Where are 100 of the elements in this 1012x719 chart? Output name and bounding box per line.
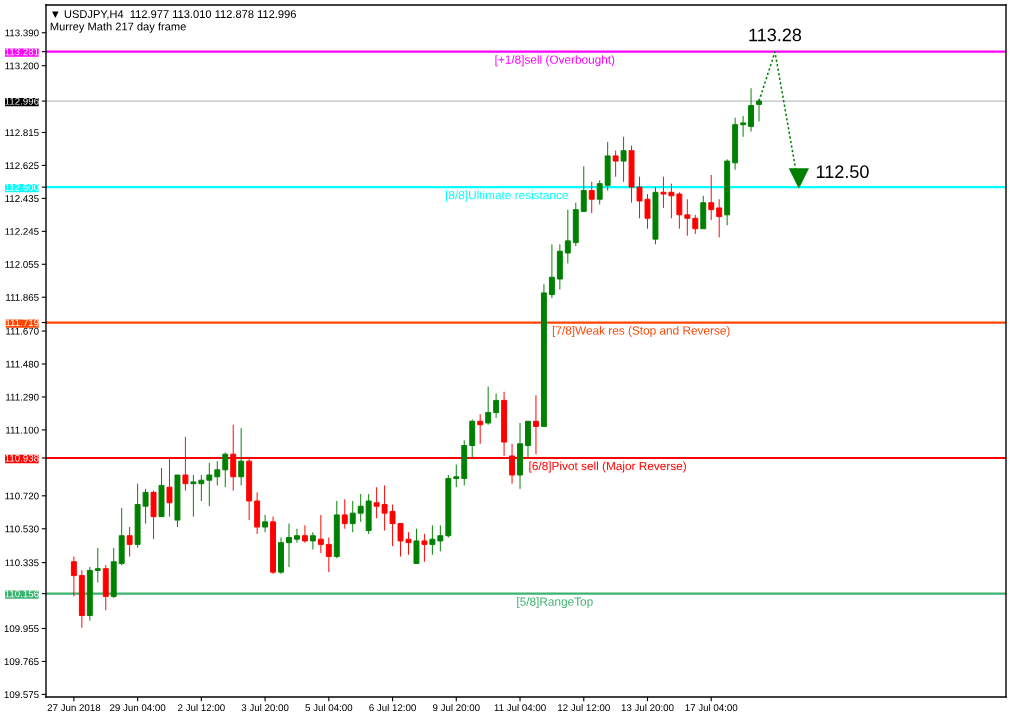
y-tick-label: 110.156	[5, 590, 39, 598]
y-tick-label: 112.996	[5, 97, 39, 105]
x-tick-label: 5 Jul 04:00	[305, 703, 353, 712]
candlestick	[548, 243, 555, 299]
x-tick-label: 12 Jul 12:00	[558, 703, 610, 712]
candlestick	[301, 524, 308, 544]
candlestick	[564, 209, 571, 264]
candlestick	[206, 462, 213, 507]
y-tick-label: 111.290	[6, 393, 39, 401]
candlestick	[78, 569, 85, 629]
candlestick	[286, 523, 292, 568]
y-tick-label: 110.938	[5, 454, 39, 462]
y-tick-label: 111.480	[6, 360, 39, 368]
y-tick-label: 111.865	[6, 293, 39, 301]
candlestick	[349, 500, 356, 533]
candlestick	[94, 547, 101, 584]
candlestick	[453, 464, 460, 488]
candlestick	[150, 490, 157, 540]
candlestick	[692, 214, 699, 235]
candlestick	[102, 564, 109, 611]
candlestick	[174, 474, 181, 528]
candlestick	[293, 528, 300, 544]
candlestick	[254, 491, 261, 535]
chart-title: ▼ USDJPY,H4 112.977 113.010 112.878 112.996	[52, 10, 296, 20]
text: Murrey Math 217 day frame	[50, 22, 186, 33]
candlestick	[572, 202, 579, 247]
ref-line-label: [6/8]Pivot sell (Major Reverse)	[529, 461, 686, 473]
candlestick	[556, 243, 563, 290]
candlestick	[580, 165, 587, 212]
candlestick	[724, 158, 731, 226]
y-tick-label: 109.765	[4, 658, 39, 666]
candlestick	[604, 141, 611, 192]
candlestick	[533, 394, 539, 455]
candlestick	[86, 566, 93, 622]
candlestick	[652, 186, 659, 245]
candlestick	[485, 386, 492, 426]
candlestick	[540, 283, 547, 427]
candlestick	[365, 493, 372, 535]
candlestick	[278, 536, 284, 575]
candlestick	[262, 514, 269, 533]
candlestick	[748, 87, 755, 133]
candlestick	[158, 467, 165, 518]
ref-line-label: [8/8]Ultimate resistance	[445, 190, 568, 202]
x-tick-label: 11 Jul 04:00	[494, 703, 546, 712]
candlestick	[740, 115, 747, 138]
y-tick-label: 112.500	[5, 183, 39, 191]
y-tick-label: 111.719	[6, 319, 39, 327]
y-tick-label: 112.625	[5, 162, 39, 170]
y-tick-label: 111.100	[6, 426, 39, 434]
candlestick	[517, 422, 523, 490]
candlestick	[341, 498, 348, 530]
candlestick	[421, 533, 428, 563]
candlestick	[732, 117, 739, 171]
ref-line-label: [5/8]RangeTop	[517, 597, 593, 609]
candlestick	[222, 451, 229, 488]
candlestick	[700, 195, 707, 230]
ref-line-label: [+1/8]sell (Overbought)	[495, 55, 615, 67]
x-tick-label: 6 Jul 12:00	[369, 703, 416, 712]
y-tick-label: 113.390	[5, 29, 39, 37]
candlestick	[596, 179, 603, 205]
y-tick-label: 109.955	[4, 625, 39, 633]
ref-line-label: [7/8]Weak res (Stop and Reverse)	[552, 326, 730, 338]
x-tick-label: 9 Jul 20:00	[432, 703, 480, 712]
candlestick	[477, 413, 484, 445]
y-tick-label: 112.815	[5, 129, 39, 137]
candlestick	[70, 556, 77, 597]
candlestick	[620, 136, 627, 183]
candlestick	[110, 547, 117, 599]
y-tick-label: 112.435	[5, 195, 39, 202]
y-tick-label: 110.530	[5, 525, 39, 533]
candlestick	[333, 500, 340, 559]
y-tick-label: 112.245	[5, 228, 39, 235]
candlestick	[493, 393, 500, 419]
y-tick-label: 109.575	[4, 691, 39, 699]
candlestick	[612, 150, 619, 178]
candlestick	[413, 528, 420, 564]
y-tick-label: 111.670	[6, 327, 39, 335]
candlestick	[708, 174, 715, 221]
x-tick-label: 3 Jul 20:00	[241, 703, 289, 712]
x-tick-label: 27 Jun 2018	[47, 704, 101, 712]
candlestick	[270, 516, 277, 575]
candlestick	[238, 427, 245, 486]
y-tick-label: 110.720	[5, 492, 39, 500]
x-tick-label: 13 Jul 20:00	[621, 703, 674, 712]
candlestick	[325, 536, 332, 573]
annotation: 113.28	[749, 28, 802, 42]
y-tick-label: 113.200	[5, 62, 39, 70]
candlestick	[126, 526, 133, 558]
x-tick-label: 29 Jun 04:00	[110, 704, 166, 712]
x-tick-label: 17 Jul 04:00	[685, 703, 738, 712]
y-tick-label: 113.281	[5, 48, 39, 56]
candlestick	[525, 420, 531, 459]
candlestick	[309, 531, 316, 551]
candlestick	[214, 460, 221, 486]
candlestick	[317, 514, 324, 554]
candlestick	[357, 493, 364, 523]
candlestick	[716, 198, 723, 238]
x-tick-label: 2 Jul 12:00	[178, 703, 225, 712]
annotation: 112.50	[816, 165, 869, 179]
candlestick	[684, 198, 691, 237]
